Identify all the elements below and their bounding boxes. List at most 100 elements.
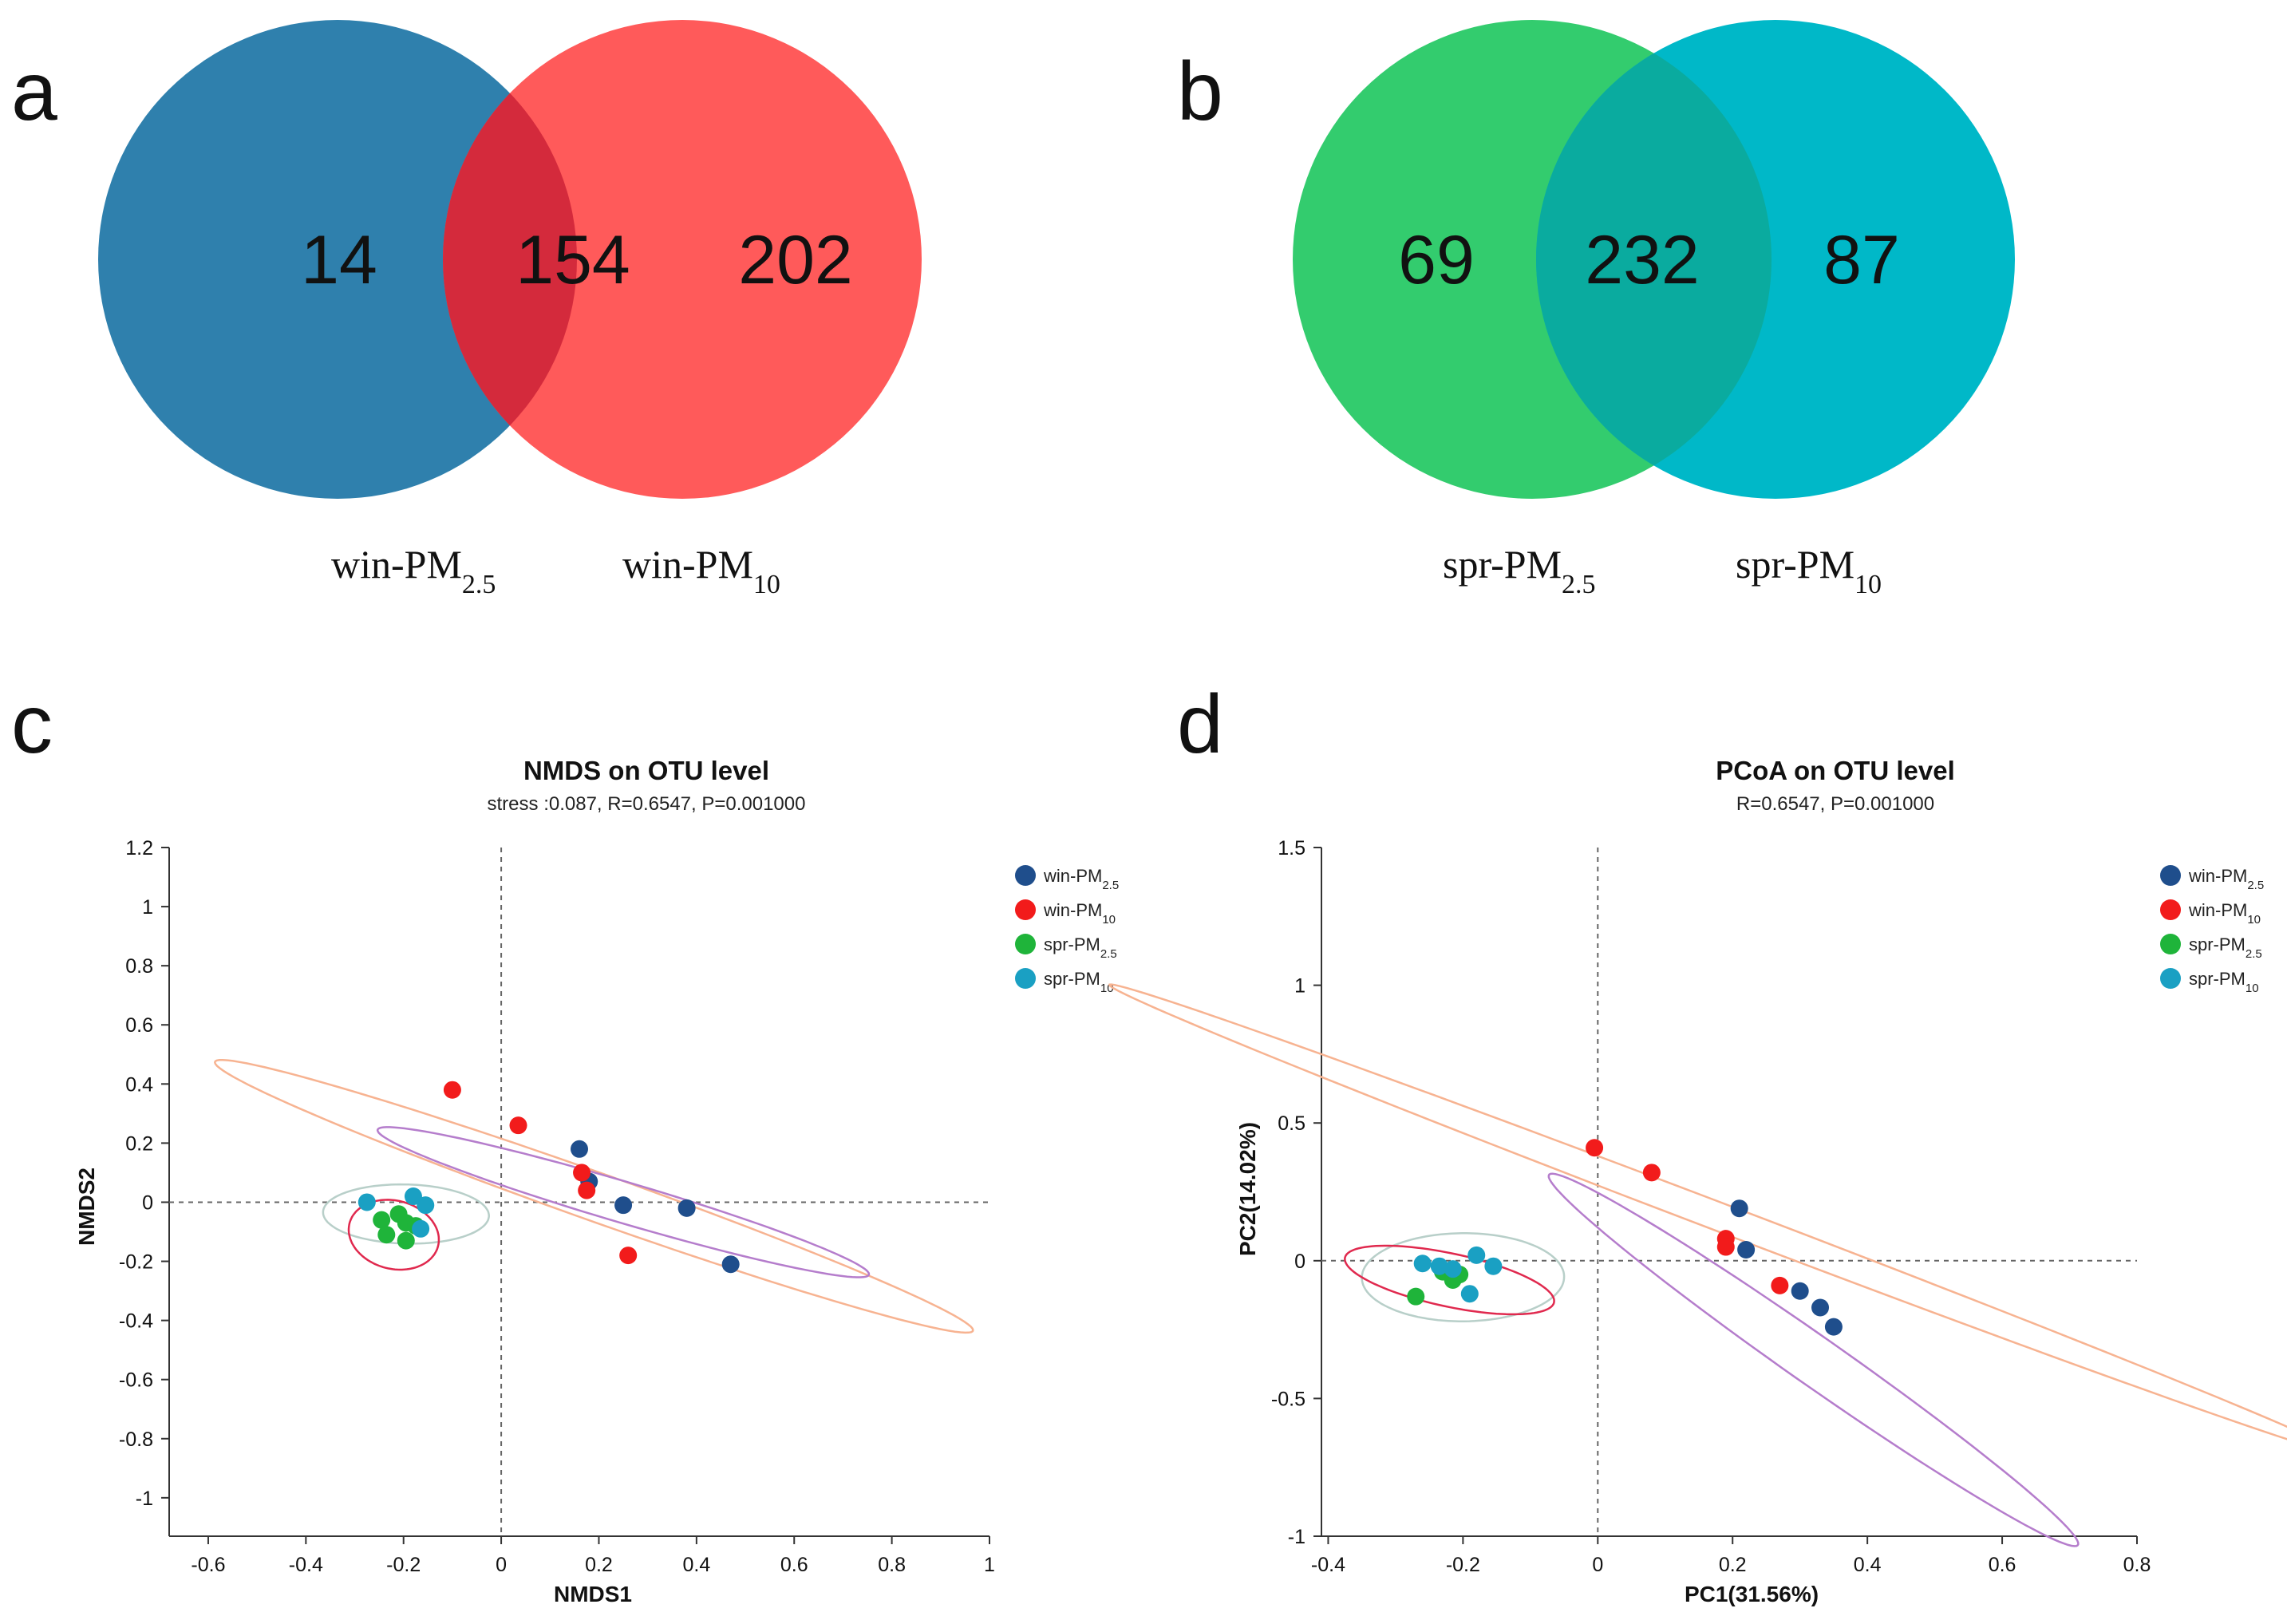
pcoa-y-tick-label: -1 [1288,1526,1305,1548]
nmds-x-tick-label: 0 [496,1554,507,1576]
nmds-y-tick-label: -0.8 [119,1428,153,1451]
pcoa-x-tick-label: 0.6 [1989,1554,2016,1576]
venn-b-left-label-base: spr-PM [1443,542,1562,587]
nmds-point-win-pm10 [578,1182,595,1199]
nmds-legend-label-base: spr-PM [1044,934,1100,954]
pcoa-point-spr-pm10 [1444,1260,1462,1278]
pcoa-ellipse-win-pm10 [1110,985,2287,1455]
nmds-y-tick-label: 1 [142,896,153,919]
nmds-legend-label-base: spr-PM [1044,969,1100,989]
nmds-ellipse-win-pm10 [215,1060,973,1333]
venn-b: 69 232 87 spr-PM2.5 spr-PM10 [1293,20,2015,599]
nmds-legend-label: spr-PM10 [1044,969,1114,995]
venn-a-right-label-sub: 10 [753,570,780,599]
pcoa-x-tick-label: -0.4 [1311,1554,1345,1576]
nmds-y-axis-label: NMDS2 [74,1168,99,1246]
nmds-x-tick-label: -0.2 [386,1554,421,1576]
nmds-title: NMDS on OTU level [523,756,769,785]
nmds-x-tick-label: 0.8 [878,1554,906,1576]
pcoa-legend-label-sub: 2.5 [2247,879,2264,892]
nmds-legend-label-sub: 10 [1102,913,1116,927]
pcoa-legend-label: win-PM10 [2188,900,2261,927]
nmds-point-win-pm25 [722,1255,740,1273]
nmds-subtitle: stress :0.087, R=0.6547, P=0.001000 [488,793,806,815]
pcoa-y-tick-label: 1 [1294,975,1305,998]
pcoa-legend-marker [2160,934,2181,954]
pcoa-legend-marker [2160,968,2181,989]
nmds-y-tick-label: 0.4 [125,1073,153,1096]
venn-b-right-label-sub: 10 [1854,570,1882,599]
panel-label-a: a [11,45,57,138]
venn-b-left-label-sub: 2.5 [1562,570,1596,599]
pcoa-point-spr-pm10 [1461,1285,1479,1302]
nmds-legend-marker [1015,934,1036,954]
nmds-legend-marker [1015,968,1036,989]
nmds-x-tick-label: -0.6 [191,1554,225,1576]
pcoa-legend-label-base: win-PM [2188,900,2247,920]
venn-b-shared-count: 232 [1585,222,1700,298]
nmds-y-tick-label: -1 [136,1488,153,1510]
pcoa-legend-label: spr-PM2.5 [2189,934,2262,961]
nmds-x-tick-label: 0.2 [585,1554,613,1576]
pcoa-x-tick-label: 0 [1592,1554,1603,1576]
nmds-y-tick-label: 0.2 [125,1132,153,1155]
nmds-point-win-pm25 [614,1196,632,1214]
pcoa-point-win-pm10 [1717,1239,1735,1256]
venn-a-right-label: win-PM10 [622,542,780,599]
pcoa-point-win-pm25 [1737,1241,1755,1259]
venn-a-left-count: 14 [301,222,377,298]
pcoa-point-spr-pm10 [1414,1255,1432,1272]
venn-a-right-count: 202 [738,222,853,298]
pcoa-y-tick-label: 0.5 [1278,1112,1305,1135]
venn-b-right-label-base: spr-PM [1736,542,1854,587]
pcoa-title: PCoA on OTU level [1716,756,1954,785]
pcoa-point-spr-pm25 [1407,1288,1424,1306]
pcoa-x-tick-label: -0.2 [1446,1554,1480,1576]
pcoa-point-spr-pm10 [1484,1258,1502,1275]
nmds-point-win-pm10 [444,1081,461,1099]
panel-label-c: c [11,678,53,771]
venn-a-left-label-base: win-PM [331,542,462,587]
pcoa-y-tick-label: -0.5 [1271,1388,1305,1410]
nmds-x-axis-label: NMDS1 [554,1582,632,1606]
nmds-legend-label-base: win-PM [1043,900,1102,920]
pcoa-point-win-pm10 [1586,1139,1603,1156]
pcoa-y-tick-label: 0 [1294,1251,1305,1273]
nmds-point-win-pm25 [678,1199,696,1217]
pcoa-legend-label-sub: 10 [2246,982,2259,995]
pcoa-ellipse-win-pm25 [1549,1174,2079,1547]
pcoa-chart: PCoA on OTU level R=0.6547, P=0.001000 P… [1110,756,2287,1606]
venn-a-shared-count: 154 [515,222,630,298]
pcoa-point-win-pm25 [1791,1282,1809,1300]
nmds-point-win-pm25 [571,1140,588,1158]
pcoa-legend-label-sub: 10 [2247,913,2261,927]
pcoa-legend-label-sub: 2.5 [2246,947,2262,961]
nmds-x-tick-label: -0.4 [289,1554,323,1576]
nmds-y-tick-label: 0 [142,1191,153,1214]
pcoa-legend-marker [2160,899,2181,920]
venn-a-right-label-base: win-PM [622,542,753,587]
nmds-point-spr-pm10 [412,1220,429,1238]
pcoa-subtitle: R=0.6547, P=0.001000 [1736,793,1934,815]
pcoa-legend-label-base: spr-PM [2189,934,2246,954]
nmds-point-win-pm10 [573,1164,591,1181]
nmds-y-tick-label: 0.6 [125,1014,153,1037]
pcoa-legend-label-base: win-PM [2188,866,2247,886]
pcoa-point-win-pm25 [1811,1298,1829,1316]
pcoa-point-win-pm25 [1825,1318,1843,1336]
nmds-legend-label: win-PM10 [1043,900,1116,927]
nmds-point-win-pm10 [619,1247,637,1264]
pcoa-x-tick-label: 0.8 [2123,1554,2151,1576]
nmds-y-tick-label: -0.4 [119,1310,153,1333]
venn-b-left-count: 69 [1398,222,1475,298]
nmds-legend-label-sub: 2.5 [1102,879,1119,892]
venn-b-left-label: spr-PM2.5 [1443,542,1596,599]
nmds-point-spr-pm25 [377,1226,395,1243]
panel-label-b: b [1177,45,1223,138]
nmds-y-tick-label: 0.8 [125,955,153,978]
